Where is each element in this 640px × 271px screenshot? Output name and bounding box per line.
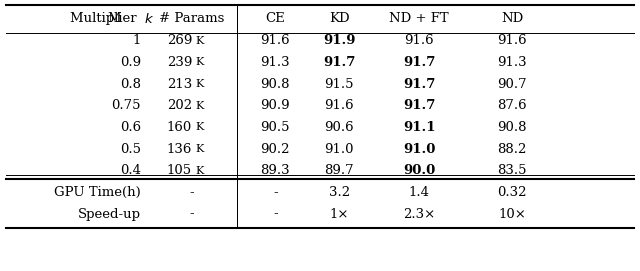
Text: 213: 213 — [167, 78, 192, 91]
Text: 91.7: 91.7 — [323, 56, 355, 69]
Text: 1×: 1× — [330, 208, 349, 221]
Text: 91.7: 91.7 — [403, 99, 435, 112]
Text: -: - — [189, 186, 195, 199]
Text: 90.7: 90.7 — [497, 78, 527, 91]
Text: K: K — [195, 166, 204, 176]
Text: -: - — [273, 208, 278, 221]
Text: 90.8: 90.8 — [497, 121, 527, 134]
Text: 87.6: 87.6 — [497, 99, 527, 112]
Text: KD: KD — [329, 12, 349, 25]
Text: 90.8: 90.8 — [260, 78, 290, 91]
Text: 91.0: 91.0 — [324, 143, 354, 156]
Text: 88.2: 88.2 — [497, 143, 527, 156]
Text: 91.5: 91.5 — [324, 78, 354, 91]
Text: 1.4: 1.4 — [409, 186, 429, 199]
Text: 105: 105 — [167, 164, 192, 177]
Text: 91.6: 91.6 — [324, 99, 354, 112]
Text: M: M — [107, 12, 120, 25]
Text: 239: 239 — [166, 56, 192, 69]
Text: 160: 160 — [167, 121, 192, 134]
Text: 0.6: 0.6 — [120, 121, 141, 134]
Text: 3.2: 3.2 — [328, 186, 350, 199]
Text: K: K — [195, 57, 204, 67]
Text: 10×: 10× — [498, 208, 526, 221]
Text: 136: 136 — [166, 143, 192, 156]
Text: K: K — [195, 144, 204, 154]
Text: GPU Time(h): GPU Time(h) — [54, 186, 141, 199]
Text: ND: ND — [501, 12, 523, 25]
Text: 0.8: 0.8 — [120, 78, 141, 91]
Text: $k$: $k$ — [144, 12, 154, 26]
Text: Speed-up: Speed-up — [78, 208, 141, 221]
Text: CE: CE — [266, 12, 285, 25]
Text: K: K — [195, 101, 204, 111]
Text: -: - — [273, 186, 278, 199]
Text: 0.9: 0.9 — [120, 56, 141, 69]
Text: 91.3: 91.3 — [260, 56, 290, 69]
Text: 2.3×: 2.3× — [403, 208, 435, 221]
Text: 0.75: 0.75 — [111, 99, 141, 112]
Text: 90.6: 90.6 — [324, 121, 354, 134]
Text: 89.3: 89.3 — [260, 164, 290, 177]
Text: 91.9: 91.9 — [323, 34, 355, 47]
Text: 202: 202 — [167, 99, 192, 112]
Text: 90.9: 90.9 — [260, 99, 290, 112]
Text: 83.5: 83.5 — [497, 164, 527, 177]
Text: # Params: # Params — [159, 12, 225, 25]
Text: 269: 269 — [166, 34, 192, 47]
Text: -: - — [189, 208, 195, 221]
Text: 91.3: 91.3 — [497, 56, 527, 69]
Text: 0.4: 0.4 — [120, 164, 141, 177]
Text: 91.1: 91.1 — [403, 121, 435, 134]
Text: 91.0: 91.0 — [403, 143, 435, 156]
Text: 91.7: 91.7 — [403, 78, 435, 91]
Text: Multiplier: Multiplier — [70, 12, 141, 25]
Text: 90.0: 90.0 — [403, 164, 435, 177]
Text: 90.5: 90.5 — [260, 121, 290, 134]
Text: K: K — [195, 122, 204, 132]
Text: K: K — [195, 36, 204, 46]
Text: 91.6: 91.6 — [497, 34, 527, 47]
Text: 0.5: 0.5 — [120, 143, 141, 156]
Text: 0.32: 0.32 — [497, 186, 527, 199]
Text: 90.2: 90.2 — [260, 143, 290, 156]
Text: ND + FT: ND + FT — [389, 12, 449, 25]
Text: K: K — [195, 79, 204, 89]
Text: 91.6: 91.6 — [404, 34, 434, 47]
Text: 1: 1 — [132, 34, 141, 47]
Text: 91.7: 91.7 — [403, 56, 435, 69]
Text: 91.6: 91.6 — [260, 34, 290, 47]
Text: 89.7: 89.7 — [324, 164, 354, 177]
